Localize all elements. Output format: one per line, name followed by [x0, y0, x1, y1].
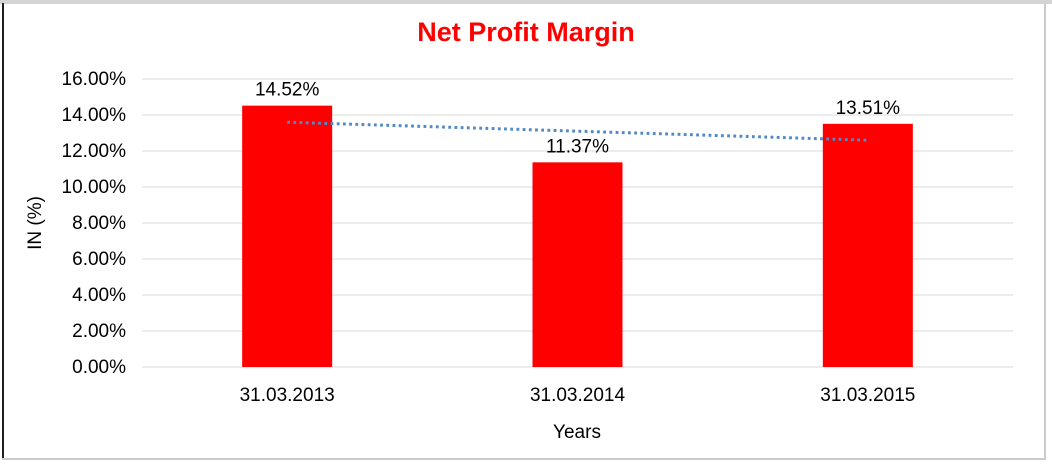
y-tick-label: 2.00%: [72, 321, 126, 342]
x-axis-title: Years: [553, 422, 601, 443]
bar: [532, 162, 623, 367]
bar: [822, 123, 913, 367]
y-tick-label: 0.00%: [72, 357, 126, 378]
bar-value-label: 11.37%: [546, 136, 609, 157]
frame-border-bottom: [2, 458, 1046, 460]
x-tick-label: 31.03.2014: [530, 385, 626, 406]
y-tick-label: 8.00%: [72, 213, 126, 234]
frame-border-top: [0, 0, 1052, 4]
y-tick-label: 16.00%: [62, 69, 127, 90]
x-tick-label: 31.03.2015: [820, 385, 915, 406]
bar: [242, 105, 333, 367]
y-tick-label: 12.00%: [62, 141, 127, 162]
bar-value-label: 13.51%: [836, 98, 901, 119]
y-tick-label: 6.00%: [72, 249, 126, 270]
bar-value-label: 14.52%: [255, 80, 320, 101]
y-tick-label: 14.00%: [62, 105, 127, 126]
x-tick-label: 31.03.2013: [240, 385, 335, 406]
y-tick-label: 4.00%: [72, 285, 126, 306]
y-tick-label: 10.00%: [62, 177, 127, 198]
frame-border-right: [1044, 4, 1046, 460]
trendline: [287, 120, 868, 142]
y-axis-title: IN (%): [25, 196, 46, 250]
chart-title: Net Profit Margin: [417, 17, 635, 47]
frame-border-left: [2, 3, 4, 460]
